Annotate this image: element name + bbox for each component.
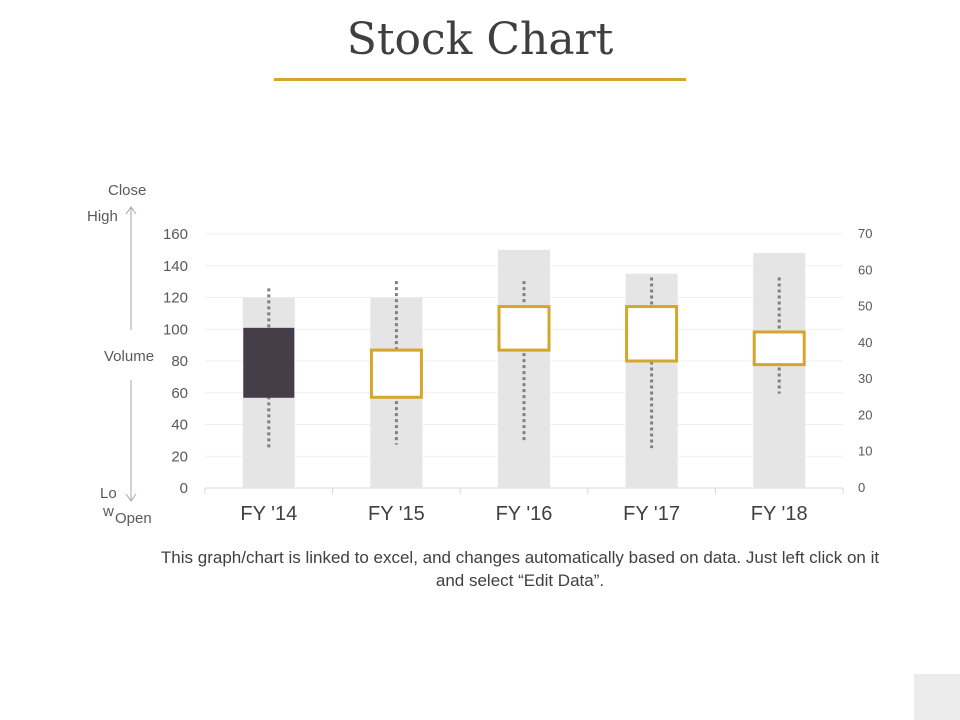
low-label-part2: w [103,503,114,520]
low-arrow-head [125,493,137,502]
left-axis-tick-label: 80 [171,353,188,370]
left-axis-tick-label: 20 [171,448,188,465]
high-label: High [87,208,118,225]
page-title: Stock Chart [346,14,614,65]
left-axis-tick-label: 140 [163,258,188,275]
right-axis-tick-label: 10 [858,444,872,459]
up-candle-box [369,348,423,399]
left-axis-tick-label: 60 [171,385,188,402]
left-axis-tick-label: 0 [180,480,188,497]
volume-label: Volume [104,348,155,365]
right-axis-tick-label: 30 [858,371,872,386]
left-axis-tick-label: 160 [163,226,188,243]
volume-bar [498,249,550,488]
left-axis-tick-label: 120 [163,290,188,307]
right-axis-tick-label: 70 [858,226,872,241]
up-candle-box [625,305,679,363]
left-axis-tick-label: 40 [171,417,188,434]
up-candle-box [752,330,806,367]
down-candle-box [243,327,295,398]
chart-caption: This graph/chart is linked to excel, and… [160,548,880,590]
right-axis-tick-label: 40 [858,335,872,350]
up-candle-box [497,305,551,352]
low-label-part1: Lo [100,485,117,502]
title-underline [274,78,686,81]
right-axis-tick-label: 0 [858,480,865,495]
x-axis-category-label: FY '16 [496,503,553,525]
right-axis-tick-label: 50 [858,299,872,314]
x-axis-category-label: FY '15 [368,503,425,525]
x-axis-category-label: FY '18 [751,503,808,525]
right-axis-tick-label: 60 [858,262,872,277]
high-arrow-head [125,206,137,215]
corner-panel [914,674,960,720]
x-axis-category-label: FY '17 [623,503,680,525]
close-label: Close [108,182,147,199]
open-label: Open [115,510,152,527]
left-axis-tick-label: 100 [163,321,188,338]
right-axis-tick-label: 20 [858,407,872,422]
x-axis-category-label: FY '14 [240,503,297,525]
